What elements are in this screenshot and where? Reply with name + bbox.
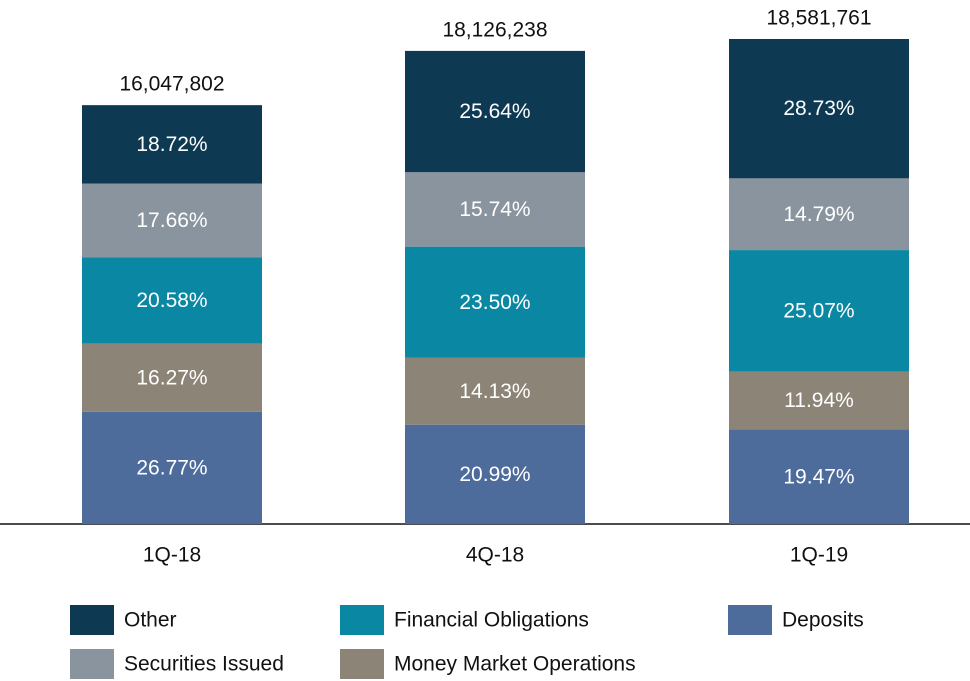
- bar-segment: [729, 39, 909, 179]
- x-tick-label: 4Q-18: [466, 544, 524, 567]
- bar-segment: [729, 178, 909, 251]
- value-label: 14.13%: [459, 380, 530, 403]
- total-label: 18,581,761: [766, 7, 871, 30]
- value-label: 26.77%: [136, 456, 207, 479]
- bar-segment: [82, 183, 262, 258]
- value-label: 17.66%: [136, 209, 207, 232]
- bar-segment: [82, 105, 262, 184]
- bar-segment: [729, 250, 909, 372]
- value-label: 23.50%: [459, 291, 530, 314]
- value-label: 20.99%: [459, 463, 530, 486]
- total-label: 16,047,802: [119, 73, 224, 96]
- legend-label: Financial Obligations: [394, 609, 589, 632]
- legend-swatch: [340, 649, 384, 679]
- bar-segment: [82, 411, 262, 524]
- value-label: 28.73%: [783, 97, 854, 120]
- bar-segment: [82, 343, 262, 412]
- value-label: 18.72%: [136, 133, 207, 156]
- legend-swatch: [340, 605, 384, 635]
- x-tick-label: 1Q-19: [790, 544, 848, 567]
- total-label: 18,126,238: [442, 18, 547, 41]
- value-label: 11.94%: [784, 389, 854, 412]
- value-label: 20.58%: [136, 289, 207, 312]
- value-label: 14.79%: [783, 203, 854, 226]
- legend-label: Money Market Operations: [394, 653, 636, 676]
- legend-swatch: [728, 605, 772, 635]
- bar-segment: [82, 257, 262, 344]
- legend-swatch: [70, 605, 114, 635]
- value-label: 25.64%: [459, 100, 530, 123]
- legend-label: Securities Issued: [124, 653, 284, 676]
- x-tick-label: 1Q-18: [143, 544, 201, 567]
- bar-segment: [405, 357, 585, 425]
- bar-segment: [405, 172, 585, 247]
- bar-segment: [729, 371, 909, 430]
- bar-segment: [405, 50, 585, 173]
- value-label: 19.47%: [783, 465, 854, 488]
- bar-segment: [729, 429, 909, 524]
- value-label: 25.07%: [783, 299, 854, 322]
- legend-label: Deposits: [782, 609, 864, 632]
- bar-segment: [405, 424, 585, 524]
- bar-segment: [405, 246, 585, 358]
- legend-label: Other: [124, 609, 177, 632]
- legend-swatch: [70, 649, 114, 679]
- value-label: 15.74%: [459, 198, 530, 221]
- value-label: 16.27%: [136, 366, 207, 389]
